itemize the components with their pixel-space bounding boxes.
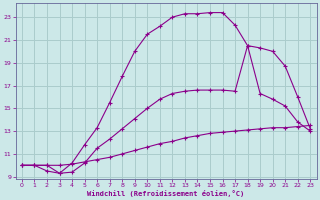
X-axis label: Windchill (Refroidissement éolien,°C): Windchill (Refroidissement éolien,°C)	[87, 190, 245, 197]
